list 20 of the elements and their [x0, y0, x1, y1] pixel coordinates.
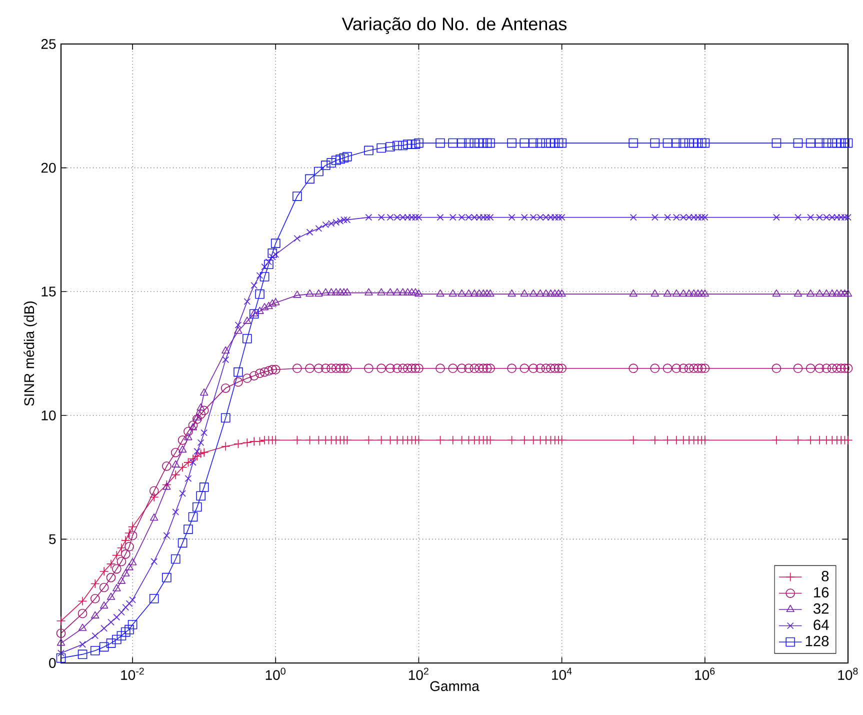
- legend-label: 8: [822, 570, 829, 582]
- y-tick-label: 15: [42, 286, 56, 296]
- x-tick-label: 10$^{4}$: [552, 668, 572, 680]
- y-tick-label: 0: [49, 658, 56, 668]
- legend-label: 16: [814, 587, 829, 598]
- chart-title: Variação do No. de Antenas: [342, 17, 567, 34]
- y-axis-title: SINR média (dB): [24, 301, 37, 406]
- x-tick-label: 10$^{2}$: [408, 668, 428, 680]
- y-tick-label: 5: [49, 534, 56, 544]
- y-tick-label: 25: [41, 39, 56, 49]
- y-tick-label: 20: [41, 162, 56, 173]
- legend-label: 128: [806, 636, 829, 646]
- y-tick-label: 10: [42, 410, 56, 420]
- x-axis-title: Gamma: [430, 681, 480, 692]
- x-tick-label: 10$^{-2}$: [121, 668, 144, 680]
- x-tick-label: 10$^{6}$: [695, 668, 715, 680]
- x-tick-label: 10$^{0}$: [266, 668, 286, 680]
- legend-label: 64: [814, 620, 829, 630]
- legend-label: 32: [814, 603, 829, 614]
- x-tick-label: 10$^{8}$: [838, 668, 858, 680]
